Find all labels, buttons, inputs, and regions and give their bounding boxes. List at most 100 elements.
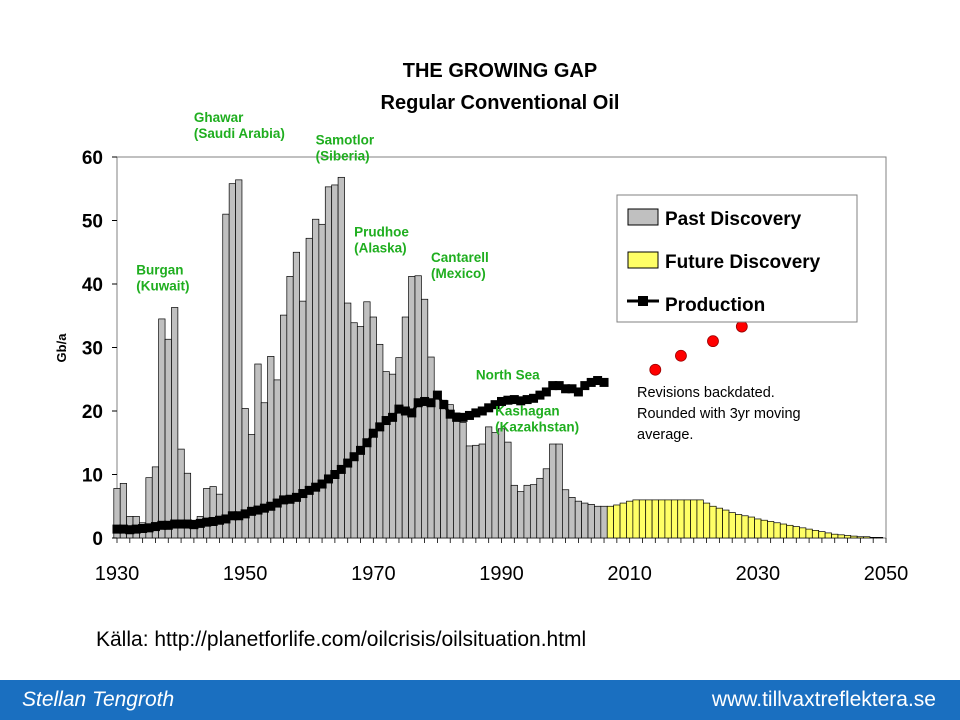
footer-author: Stellan Tengroth	[22, 688, 175, 711]
bar-past-discovery	[356, 326, 365, 539]
revisions-note-line: Revisions backdated.	[637, 385, 775, 401]
production-marker	[541, 387, 551, 397]
bar-future-discovery	[715, 507, 723, 539]
footer-bar: Stellan Tengroth www.tillvaxtreflektera.…	[0, 680, 960, 720]
bar-future-discovery	[869, 537, 877, 539]
production-marker	[131, 524, 141, 534]
bar-past-discovery	[401, 316, 409, 539]
production-marker	[176, 519, 186, 529]
legend-label-future-discovery: Future Discovery	[665, 252, 821, 273]
bar-past-discovery	[517, 491, 525, 539]
production-marker	[285, 494, 295, 504]
production-marker	[125, 525, 135, 535]
production-marker	[362, 438, 372, 448]
production-marker	[381, 416, 391, 426]
production-marker	[407, 408, 417, 418]
production-marker	[311, 482, 321, 492]
bar-past-discovery	[209, 486, 217, 539]
bar-future-discovery	[767, 521, 775, 539]
bar-past-discovery	[504, 441, 512, 539]
production-marker	[388, 412, 398, 422]
bar-future-discovery	[632, 499, 640, 539]
bar-past-discovery	[529, 484, 538, 539]
production-marker	[484, 403, 494, 413]
bar-past-discovery	[363, 301, 371, 539]
bar-past-discovery	[158, 318, 166, 539]
production-marker	[368, 428, 378, 438]
bar-past-discovery	[536, 477, 544, 539]
y-tick-label: 0	[92, 529, 103, 550]
production-marker	[599, 377, 609, 387]
field-annotation: Prudhoe (Alaska)	[354, 224, 409, 255]
production-marker	[253, 505, 263, 515]
revisions-note-line: Rounded with 3yr moving	[637, 406, 801, 422]
production-marker	[573, 387, 583, 397]
bar-future-discovery	[792, 526, 800, 539]
production-marker	[477, 406, 487, 416]
bar-future-discovery	[850, 535, 858, 539]
field-annotation-line: (Alaska)	[354, 240, 407, 255]
production-marker	[503, 395, 513, 405]
bar-future-discovery	[638, 499, 647, 539]
field-annotation: Cantarell (Mexico)	[431, 250, 489, 281]
footer-url[interactable]: www.tillvaxtreflektera.se	[711, 688, 936, 711]
production-marker	[439, 400, 449, 410]
bar-past-discovery	[228, 183, 236, 539]
bar-past-discovery	[446, 404, 454, 539]
production-marker	[215, 515, 225, 525]
production-marker	[330, 470, 340, 479]
legend-swatch-past-discovery	[627, 208, 659, 226]
source-citation: Källa: http://planetforlife.com/oilcrisi…	[96, 628, 587, 651]
production-marker	[150, 522, 160, 532]
revision-point	[649, 363, 662, 376]
bar-future-discovery	[606, 505, 614, 539]
bar-future-discovery	[741, 515, 749, 539]
field-annotation-line: (Kuwait)	[136, 278, 189, 293]
field-annotation: North Sea	[476, 367, 540, 382]
bar-past-discovery	[491, 432, 499, 539]
field-annotation: Burgan (Kuwait)	[136, 262, 189, 293]
legend-swatch-production-marker	[638, 296, 648, 306]
bar-future-discovery	[722, 509, 730, 539]
production-marker	[471, 408, 481, 418]
bar-past-discovery	[581, 502, 589, 539]
bar-future-discovery	[831, 533, 839, 539]
bar-past-discovery	[485, 426, 493, 539]
bar-past-discovery	[549, 443, 557, 539]
revisions-note: Revisions backdated. Rounded with 3yr mov…	[637, 385, 801, 443]
bar-past-discovery	[600, 505, 608, 539]
production-marker	[375, 422, 385, 432]
chart-title: THE GROWING GAP	[402, 60, 598, 82]
production-marker	[580, 381, 590, 391]
bar-past-discovery	[427, 356, 435, 539]
bar-past-discovery	[183, 472, 192, 539]
bar-future-discovery	[773, 522, 781, 539]
bar-future-discovery	[863, 536, 871, 539]
bar-past-discovery	[164, 338, 172, 539]
production-marker	[445, 409, 455, 419]
bar-past-discovery	[344, 302, 352, 539]
bar-future-discovery	[683, 499, 691, 539]
bar-future-discovery	[811, 530, 820, 539]
bar-future-discovery	[799, 527, 807, 539]
production-marker	[138, 523, 148, 533]
y-tick-label: 40	[82, 275, 103, 296]
bar-past-discovery	[523, 484, 531, 539]
bar-future-discovery	[843, 535, 852, 539]
production-marker	[112, 524, 122, 534]
production-marker	[202, 517, 212, 527]
bar-future-discovery	[837, 534, 845, 539]
x-tick-label: 2050	[864, 563, 909, 585]
bar-past-discovery	[395, 357, 403, 539]
production-marker	[189, 520, 199, 530]
field-annotation-line: Burgan	[136, 262, 183, 277]
bar-past-discovery	[299, 300, 307, 539]
bar-past-discovery	[376, 343, 384, 539]
production-marker	[298, 489, 308, 499]
production-marker	[317, 479, 327, 489]
production-marker	[420, 396, 430, 406]
production-marker	[554, 381, 564, 391]
production-marker	[291, 492, 301, 502]
field-annotation-line: (Kazakhstan)	[495, 419, 579, 434]
bar-past-discovery	[171, 307, 179, 539]
